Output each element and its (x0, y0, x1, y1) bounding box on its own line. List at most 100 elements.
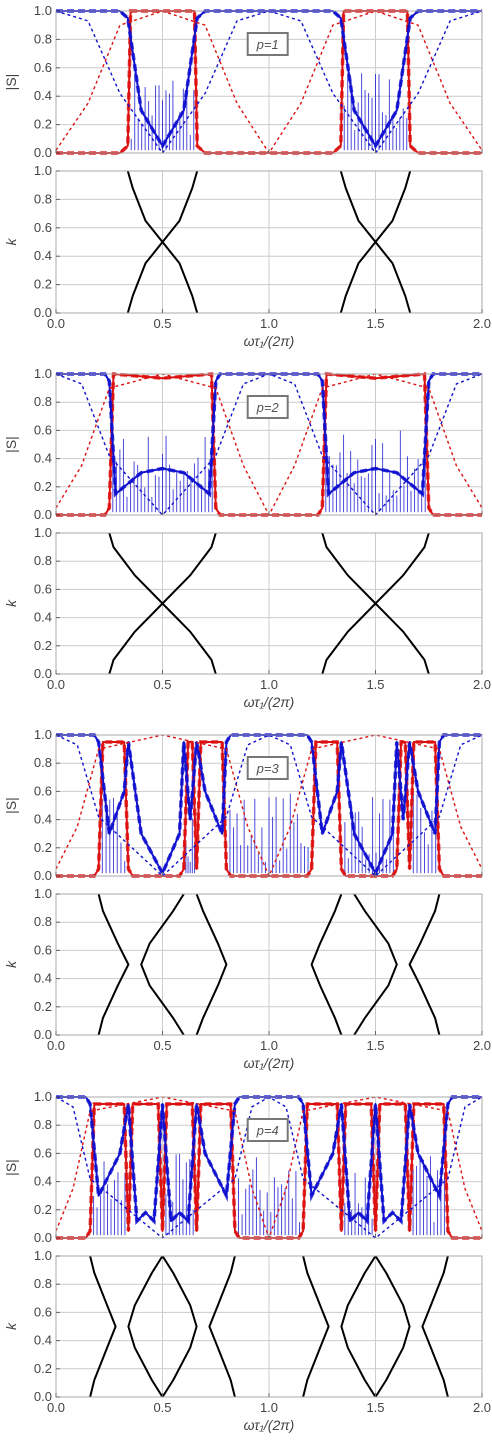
y-tick-label: 0.4 (34, 451, 52, 466)
x-axis-label: ωτ₁/(2π) (244, 1417, 295, 1433)
panel-5-transmission: 0.0 0.2 0.4 0.6 0.8 1.0 |S| p=3 (3, 727, 483, 883)
series-2-black (140, 893, 185, 1036)
series-4-blue-dotted (55, 10, 483, 154)
y-tick-label: 0.0 (34, 1389, 52, 1404)
series-4-black (310, 893, 343, 1036)
y-tick-label: 0.4 (34, 248, 52, 263)
y-tick-label: 0.6 (34, 783, 52, 798)
y-tick-label: 0.2 (34, 638, 52, 653)
x-tick-label: 0.5 (153, 1400, 171, 1415)
y-tick-label: 0.2 (34, 999, 52, 1014)
x-tick-label: 2.0 (473, 316, 491, 331)
x-tick-label: 2.0 (473, 1038, 491, 1053)
series-4-black (374, 170, 412, 314)
series-4-black (321, 532, 430, 675)
y-tick-label: 1.0 (34, 163, 52, 178)
panel-4-band: 0.0 0.2 0.4 0.6 0.8 1.0 k 0.0 0.5 1.0 1.5 2.0 ωτ₁/(2… (3, 525, 491, 710)
y-tick-label: 0.6 (34, 1145, 52, 1160)
series-7-black (374, 1255, 411, 1398)
y-tick-label: 0.0 (34, 305, 52, 320)
x-tick-label: 2.0 (473, 677, 491, 692)
y-tick-label: 0.4 (34, 88, 52, 103)
series-6-black (408, 893, 441, 1036)
series-1-black (126, 170, 164, 314)
x-tick-label: 0.0 (47, 1400, 65, 1415)
y-tick-label: 0.0 (34, 868, 52, 883)
y-tick-label: 0.8 (34, 553, 52, 568)
y-tick-label: 0.4 (34, 1333, 52, 1348)
x-tick-label: 0.5 (153, 1038, 171, 1053)
y-tick-label: 0.0 (34, 507, 52, 522)
series-1-black (89, 1255, 117, 1398)
series-3-black (195, 893, 228, 1036)
series-4-blue-dotted (55, 734, 483, 877)
y-tick-label: 0.2 (34, 1202, 52, 1217)
y-axis-label: |S| (3, 797, 19, 814)
y-axis-label: |S| (3, 436, 19, 453)
envelope-blue (56, 372, 482, 498)
y-tick-label: 1.0 (34, 727, 52, 742)
y-tick-label: 0.8 (34, 914, 52, 929)
x-tick-label: 0.5 (153, 316, 171, 331)
x-tick-label: 1.5 (366, 1038, 384, 1053)
panel-label-box (246, 756, 289, 780)
y-tick-label: 0.8 (34, 1117, 52, 1132)
y-tick-label: 0.6 (34, 220, 52, 235)
y-tick-label: 1.0 (34, 1089, 52, 1104)
y-tick-label: 1.0 (34, 366, 52, 381)
y-tick-label: 1.0 (34, 525, 52, 540)
series-8-black (421, 1255, 449, 1398)
x-tick-label: 0.0 (47, 677, 65, 692)
panel-label-box (246, 395, 289, 419)
y-tick-label: 0.8 (34, 755, 52, 770)
y-tick-label: 0.2 (34, 117, 52, 132)
series-6-black (340, 1255, 377, 1398)
x-tick-label: 0.5 (153, 677, 171, 692)
y-tick-label: 0.6 (34, 942, 52, 957)
x-tick-label: 1.0 (260, 1038, 278, 1053)
panel-1-transmission: 0.0 0.2 0.4 0.6 0.8 1.0 |S| p=1 (3, 3, 483, 160)
y-tick-label: 0.4 (34, 971, 52, 986)
y-tick-label: 1.0 (34, 1248, 52, 1263)
panel-label: p=1 (256, 37, 279, 52)
y-axis-label: k (3, 960, 19, 968)
panel-label-box (246, 1118, 289, 1142)
y-tick-label: 0.2 (34, 1361, 52, 1376)
y-tick-label: 0.8 (34, 394, 52, 409)
y-tick-label: 0.0 (34, 666, 52, 681)
panel-label: p=4 (256, 1123, 279, 1138)
x-tick-label: 1.0 (260, 1400, 278, 1415)
y-tick-label: 0.6 (34, 422, 52, 437)
x-tick-label: 1.5 (366, 316, 384, 331)
series-3-black (339, 170, 377, 314)
x-axis-label: ωτ₁/(2π) (244, 1055, 295, 1071)
panel-6-band: 0.0 0.2 0.4 0.6 0.8 1.0 k 0.0 0.5 1.0 1.5 2.0 ωτ₁/(2… (3, 886, 491, 1071)
x-tick-label: 0.0 (47, 316, 65, 331)
y-tick-label: 0.2 (34, 479, 52, 494)
y-axis-label: k (3, 238, 19, 246)
series-2-black (161, 170, 199, 314)
x-tick-label: 0.0 (47, 1038, 65, 1053)
series-5-black (302, 1255, 330, 1398)
y-tick-label: 0.0 (34, 1027, 52, 1042)
y-axis-label: k (3, 599, 19, 607)
panel-label: p=2 (256, 400, 280, 415)
y-axis-label: |S| (3, 1159, 19, 1176)
x-axis-label: ωτ₁/(2π) (244, 333, 295, 349)
panel-3-transmission: 0.0 0.2 0.4 0.6 0.8 1.0 |S| p=2 (3, 366, 483, 522)
series-4-black (208, 1255, 236, 1398)
series-3-black (161, 1255, 198, 1398)
y-tick-label: 0.2 (34, 277, 52, 292)
series-5-black (353, 893, 398, 1036)
x-tick-label: 1.5 (366, 1400, 384, 1415)
y-tick-label: 0.0 (34, 1230, 52, 1245)
y-tick-label: 0.6 (34, 1304, 52, 1319)
series-2-black (127, 1255, 164, 1398)
x-tick-label: 2.0 (473, 1400, 491, 1415)
y-tick-label: 0.8 (34, 1276, 52, 1291)
x-tick-label: 1.0 (260, 677, 278, 692)
y-tick-label: 0.6 (34, 581, 52, 596)
panel-label-box (246, 32, 289, 56)
x-tick-label: 1.5 (366, 677, 384, 692)
